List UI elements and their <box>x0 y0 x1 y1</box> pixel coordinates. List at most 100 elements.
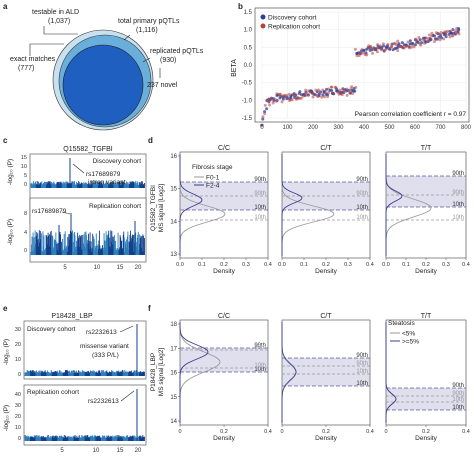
density-d-xtick-label: 0.1 <box>300 262 308 268</box>
beta-y-tick-0: -1.5 <box>242 116 253 122</box>
density-d-pct-label: 90th <box>254 177 266 183</box>
density-f-pct-label: 10th <box>452 405 464 411</box>
beta-point <box>298 90 302 94</box>
beta-point <box>278 92 282 96</box>
beta-x-tick-2: 200 <box>308 125 319 131</box>
density-f-pct-label-grey: 10th <box>452 397 464 403</box>
beta-point <box>302 92 306 96</box>
manhattan-e-bottom-arrow <box>120 390 135 402</box>
density-f-ytick-label: 18 <box>170 322 177 328</box>
beta-point <box>390 44 394 48</box>
beta-point <box>396 39 400 43</box>
panel-letter-d: d <box>148 136 153 145</box>
legend-dot-replication <box>260 23 266 29</box>
manhattan-c-bottom-cohort: Replication cohort <box>89 203 141 210</box>
density-d-xtick-label: 0.2 <box>422 262 430 268</box>
manhattan-e-top-note2: (333 P/L) <box>92 352 119 359</box>
beta-point <box>261 117 265 121</box>
manhattan-c-top-ytick-0: 0 <box>24 182 27 188</box>
density-d-xtick-label: 0.1 <box>198 262 206 268</box>
manhattan-e-xtick-0: 5 <box>60 448 64 454</box>
beta-point <box>417 36 421 40</box>
legend-label-replication: Replication cohort <box>268 24 320 31</box>
density-f-pct-label-grey: 10th <box>254 363 266 369</box>
density-d-xtick-label: 0.3 <box>344 262 352 268</box>
beta-point <box>448 35 452 39</box>
density-d-legend-label-1: F2-4 <box>206 183 220 190</box>
manhattan-e-bot-ylabel: -log₁₀ (P) <box>3 405 10 431</box>
density-d-pct-label-grey: 10th <box>254 215 266 221</box>
beta-point <box>445 29 449 33</box>
beta-point <box>265 107 269 111</box>
beta-y-tick-6: 1.5 <box>244 10 253 16</box>
beta-point <box>386 43 390 47</box>
density-d-col-title-1: C/T <box>320 145 332 152</box>
beta-point <box>383 48 387 52</box>
manhattan-c-xtick-2: 15 <box>117 265 124 271</box>
manhattan-e-bottom-cohort: Replication cohort <box>27 389 79 396</box>
density-d-xtick-label: 0.1 <box>402 262 410 268</box>
density-f-xlabel: Density <box>415 435 437 442</box>
beta-point <box>326 95 330 99</box>
panel-letter-b: b <box>238 2 243 11</box>
beta-point <box>268 103 272 107</box>
beta-point <box>261 115 265 119</box>
beta-point <box>442 37 446 41</box>
manhattan-e-top-points <box>24 324 145 376</box>
density-f-xtick-label: 0 <box>178 429 181 435</box>
venn-arrow-testable <box>43 26 78 35</box>
beta-point <box>334 86 338 90</box>
beta-point <box>414 41 418 45</box>
density-d-pct-label-grey: 10th <box>356 215 368 221</box>
beta-point <box>340 93 344 97</box>
density-d-ylabel: Q15582_TGFBI <box>150 185 157 231</box>
density-f-band <box>282 358 370 386</box>
beta-x-tick-7: 700 <box>435 125 446 131</box>
manhattan-c-top-points <box>30 158 145 188</box>
beta-x-tick-0: 0 <box>260 125 264 131</box>
density-d-ytick-label: 13 <box>170 252 177 258</box>
beta-point <box>438 38 442 42</box>
beta-point <box>263 112 267 116</box>
manhattan-e-xtick-1: 10 <box>93 448 100 454</box>
beta-point <box>324 91 328 95</box>
density-f-pct-label-grey: 10th <box>356 369 368 375</box>
venn-count-replicated: (930) <box>160 57 176 64</box>
density-f-ylabel: P18428_LBP <box>150 353 157 391</box>
beta-point <box>451 28 455 32</box>
density-d-ytick-label: 15 <box>170 187 177 193</box>
beta-x-ticks: 0 100 200 300 400 500 600 700 800 <box>260 125 471 131</box>
beta-point <box>327 87 331 91</box>
beta-point <box>263 103 267 107</box>
beta-y-tick-1: -1.0 <box>242 98 253 104</box>
density-f-col-title-0: C/C <box>218 313 230 320</box>
manhattan-e-top-arrow <box>119 325 134 333</box>
beta-y-tick-3: 0.0 <box>244 63 253 69</box>
venn-arrow-replicated <box>142 57 151 63</box>
venn-label-novel: 237 novel <box>147 82 178 89</box>
beta-point <box>285 93 289 97</box>
density-f-xlabel: Density <box>213 435 235 442</box>
beta-point <box>259 123 263 127</box>
beta-point <box>382 44 386 48</box>
beta-point <box>357 54 361 58</box>
beta-point <box>371 51 375 55</box>
beta-point <box>327 90 331 94</box>
density-d-pct-label-grey: 90th <box>254 191 266 197</box>
manhattan-e-bottom-points <box>24 389 145 441</box>
beta-point <box>355 54 359 58</box>
manhattan-e-bot-ytick-2: 20 <box>15 414 21 420</box>
density-f-band <box>386 388 466 410</box>
manhattan-e-bot-ytick-0: 0 <box>18 436 21 442</box>
manhattan-e-top-note: missense variant <box>80 343 129 350</box>
beta-x-tick-5: 500 <box>384 125 395 131</box>
legend-dot-discovery <box>260 14 266 20</box>
density-d-xtick-label: 0.3 <box>442 262 450 268</box>
manhattan-c-bot-ytick-0: 0 <box>24 248 27 254</box>
beta-point <box>451 34 455 38</box>
beta-point <box>366 46 370 50</box>
panel-letter-f: f <box>148 304 151 313</box>
manhattan-e-xtick-2: 15 <box>117 448 124 454</box>
density-d-frame <box>281 151 371 259</box>
